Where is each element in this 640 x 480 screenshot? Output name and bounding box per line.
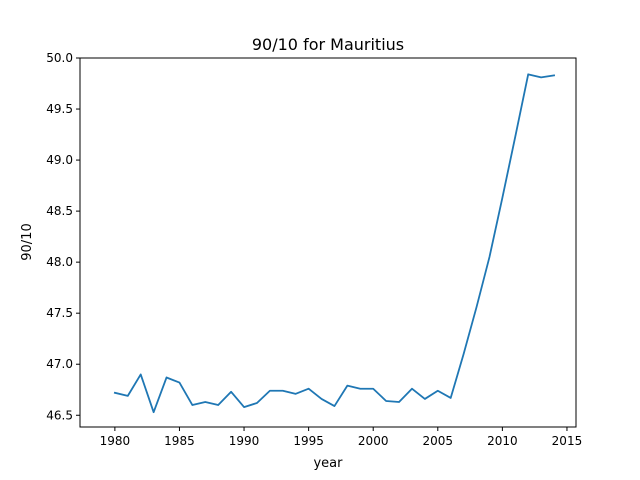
x-tick-label: 1990	[229, 434, 260, 448]
x-axis-ticks: 1980 1985 1990 1995 2000 2005 2010 2015	[100, 427, 583, 448]
y-tick-label: 47.0	[46, 357, 73, 371]
x-axis-label: year	[313, 456, 343, 471]
y-tick-label: 50.0	[46, 51, 73, 65]
y-axis-ticks: 46.5 47.0 47.5 48.0 48.5 49.0 49.5 50.0	[46, 51, 80, 422]
y-tick-label: 48.0	[46, 255, 73, 269]
chart-title: 90/10 for Mauritius	[252, 35, 404, 54]
series-line	[113, 73, 556, 414]
x-tick-label: 1985	[164, 434, 195, 448]
y-tick-label: 49.0	[46, 153, 73, 167]
x-tick-label: 2010	[487, 434, 518, 448]
y-tick-label: 46.5	[46, 408, 73, 422]
y-tick-label: 49.5	[46, 102, 73, 116]
x-tick-label: 2000	[358, 434, 389, 448]
x-tick-label: 1995	[293, 434, 324, 448]
plot-area	[113, 73, 556, 414]
y-axis-label: 90/10	[20, 223, 35, 260]
axes-frame	[79, 57, 577, 428]
x-tick-label: 2015	[552, 434, 583, 448]
y-tick-label: 47.5	[46, 306, 73, 320]
x-tick-label: 1980	[100, 434, 131, 448]
x-tick-label: 2005	[423, 434, 454, 448]
y-tick-label: 48.5	[46, 204, 73, 218]
